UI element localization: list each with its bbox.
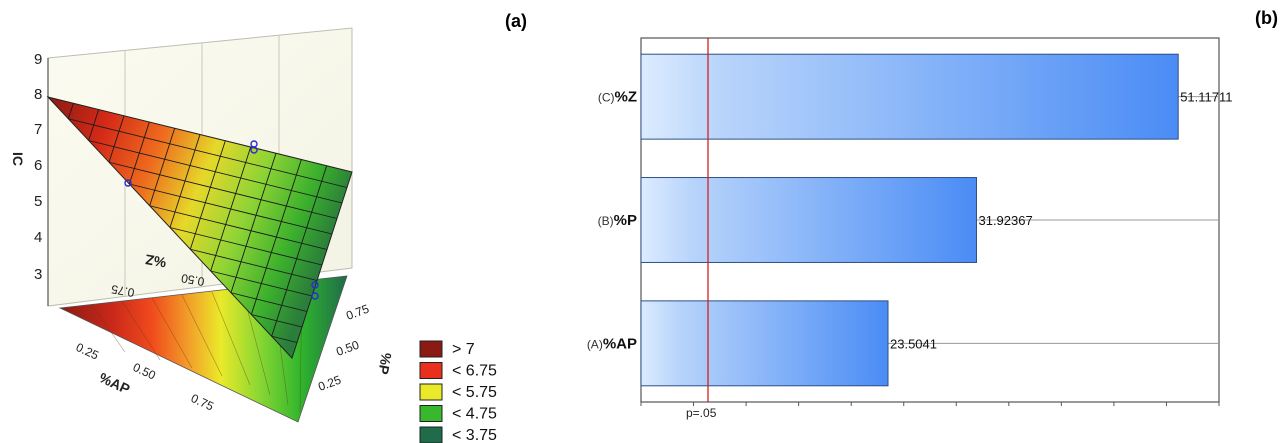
ap-axis-tick: 0.75 (189, 391, 216, 414)
mesh-line (230, 292, 308, 312)
bar-value-label: 23.5041 (890, 336, 937, 351)
bar-value-label: 51.11711 (1180, 90, 1232, 105)
mesh-line (230, 153, 277, 293)
panel-label-b: (b) (1255, 8, 1278, 28)
surface-plot-panel: 9 8 7 6 5 4 3 IC %Z 0.75 0.50 0.25 0.50 … (10, 11, 527, 443)
ap-axis-tick: 0.50 (131, 360, 158, 383)
mesh-line (129, 183, 333, 235)
mesh-line (149, 205, 328, 250)
legend-label: > 7 (452, 341, 475, 358)
floor-contour-lines (91, 281, 303, 413)
z-tick: 3 (34, 266, 42, 283)
pareto-chart-panel: 51.11711 (C)%Z 31.92367 (B)%P 23.5041 (A)%AP p… (587, 8, 1278, 420)
p-axis-tick: 0.25 (316, 373, 343, 394)
legend-label: < 5.75 (452, 384, 497, 401)
legend-swatch (419, 426, 443, 443)
mesh-line (271, 335, 298, 343)
z-tick-labels: 9 8 7 6 5 4 3 (34, 51, 42, 283)
z-tick: 8 (34, 86, 42, 103)
z-tick: 9 (34, 51, 42, 68)
mesh-line (271, 165, 328, 337)
z-axis-title: IC (10, 152, 26, 166)
pareto-bar (640, 300, 889, 387)
z-pct-tick: 0.50 (180, 271, 206, 289)
pareto-bar (640, 177, 977, 263)
mesh-line (189, 140, 226, 250)
design-points (124, 140, 319, 300)
legend-swatch (419, 362, 443, 379)
mesh-line (67, 103, 74, 119)
mesh-line (108, 115, 125, 163)
legend-swatch (419, 405, 443, 422)
mesh-line (88, 140, 343, 204)
mesh-line (190, 248, 318, 281)
p-axis-tick: 0.75 (344, 302, 371, 323)
z-tick: 4 (34, 229, 42, 246)
mesh-line (149, 128, 176, 206)
ap-axis-title: %AP (97, 369, 133, 397)
legend-label: < 6.75 (452, 363, 497, 380)
legend-label: < 3.75 (452, 427, 497, 443)
pareto-bar (640, 53, 1179, 140)
panel-label-a: (a) (505, 11, 527, 31)
z-pct-axis-title: %Z (144, 251, 168, 270)
category-label: (B)%P (598, 212, 637, 229)
category-label: (A)%AP (587, 335, 637, 352)
z-tick: 7 (34, 121, 42, 138)
significance-label: p=.05 (686, 406, 717, 420)
pareto-bars: 51.11711 (C)%Z 31.92367 (B)%P 23.5041 (A)%AP p… (587, 38, 1232, 420)
z-pct-tick: 0.75 (110, 282, 136, 300)
z-tick: 5 (34, 193, 42, 210)
legend-label: < 4.75 (452, 406, 497, 423)
mesh-line (68, 118, 348, 188)
legend-swatch (419, 383, 443, 401)
z-tick: 6 (34, 157, 42, 174)
p-axis-tick: 0.50 (334, 338, 361, 359)
bar-value-label: 31.92367 (978, 213, 1032, 228)
surface-mesh (67, 103, 348, 343)
ap-axis-tick: 0.25 (74, 340, 101, 363)
surface-legend: > 7 < 6.75 < 5.75 < 4.75 < 3.75 (419, 340, 497, 443)
mesh-line (250, 159, 302, 315)
mesh-line (108, 161, 338, 219)
legend-swatch (419, 340, 443, 358)
p-axis-title: %P (375, 351, 395, 375)
category-label: (C)%Z (598, 89, 637, 106)
